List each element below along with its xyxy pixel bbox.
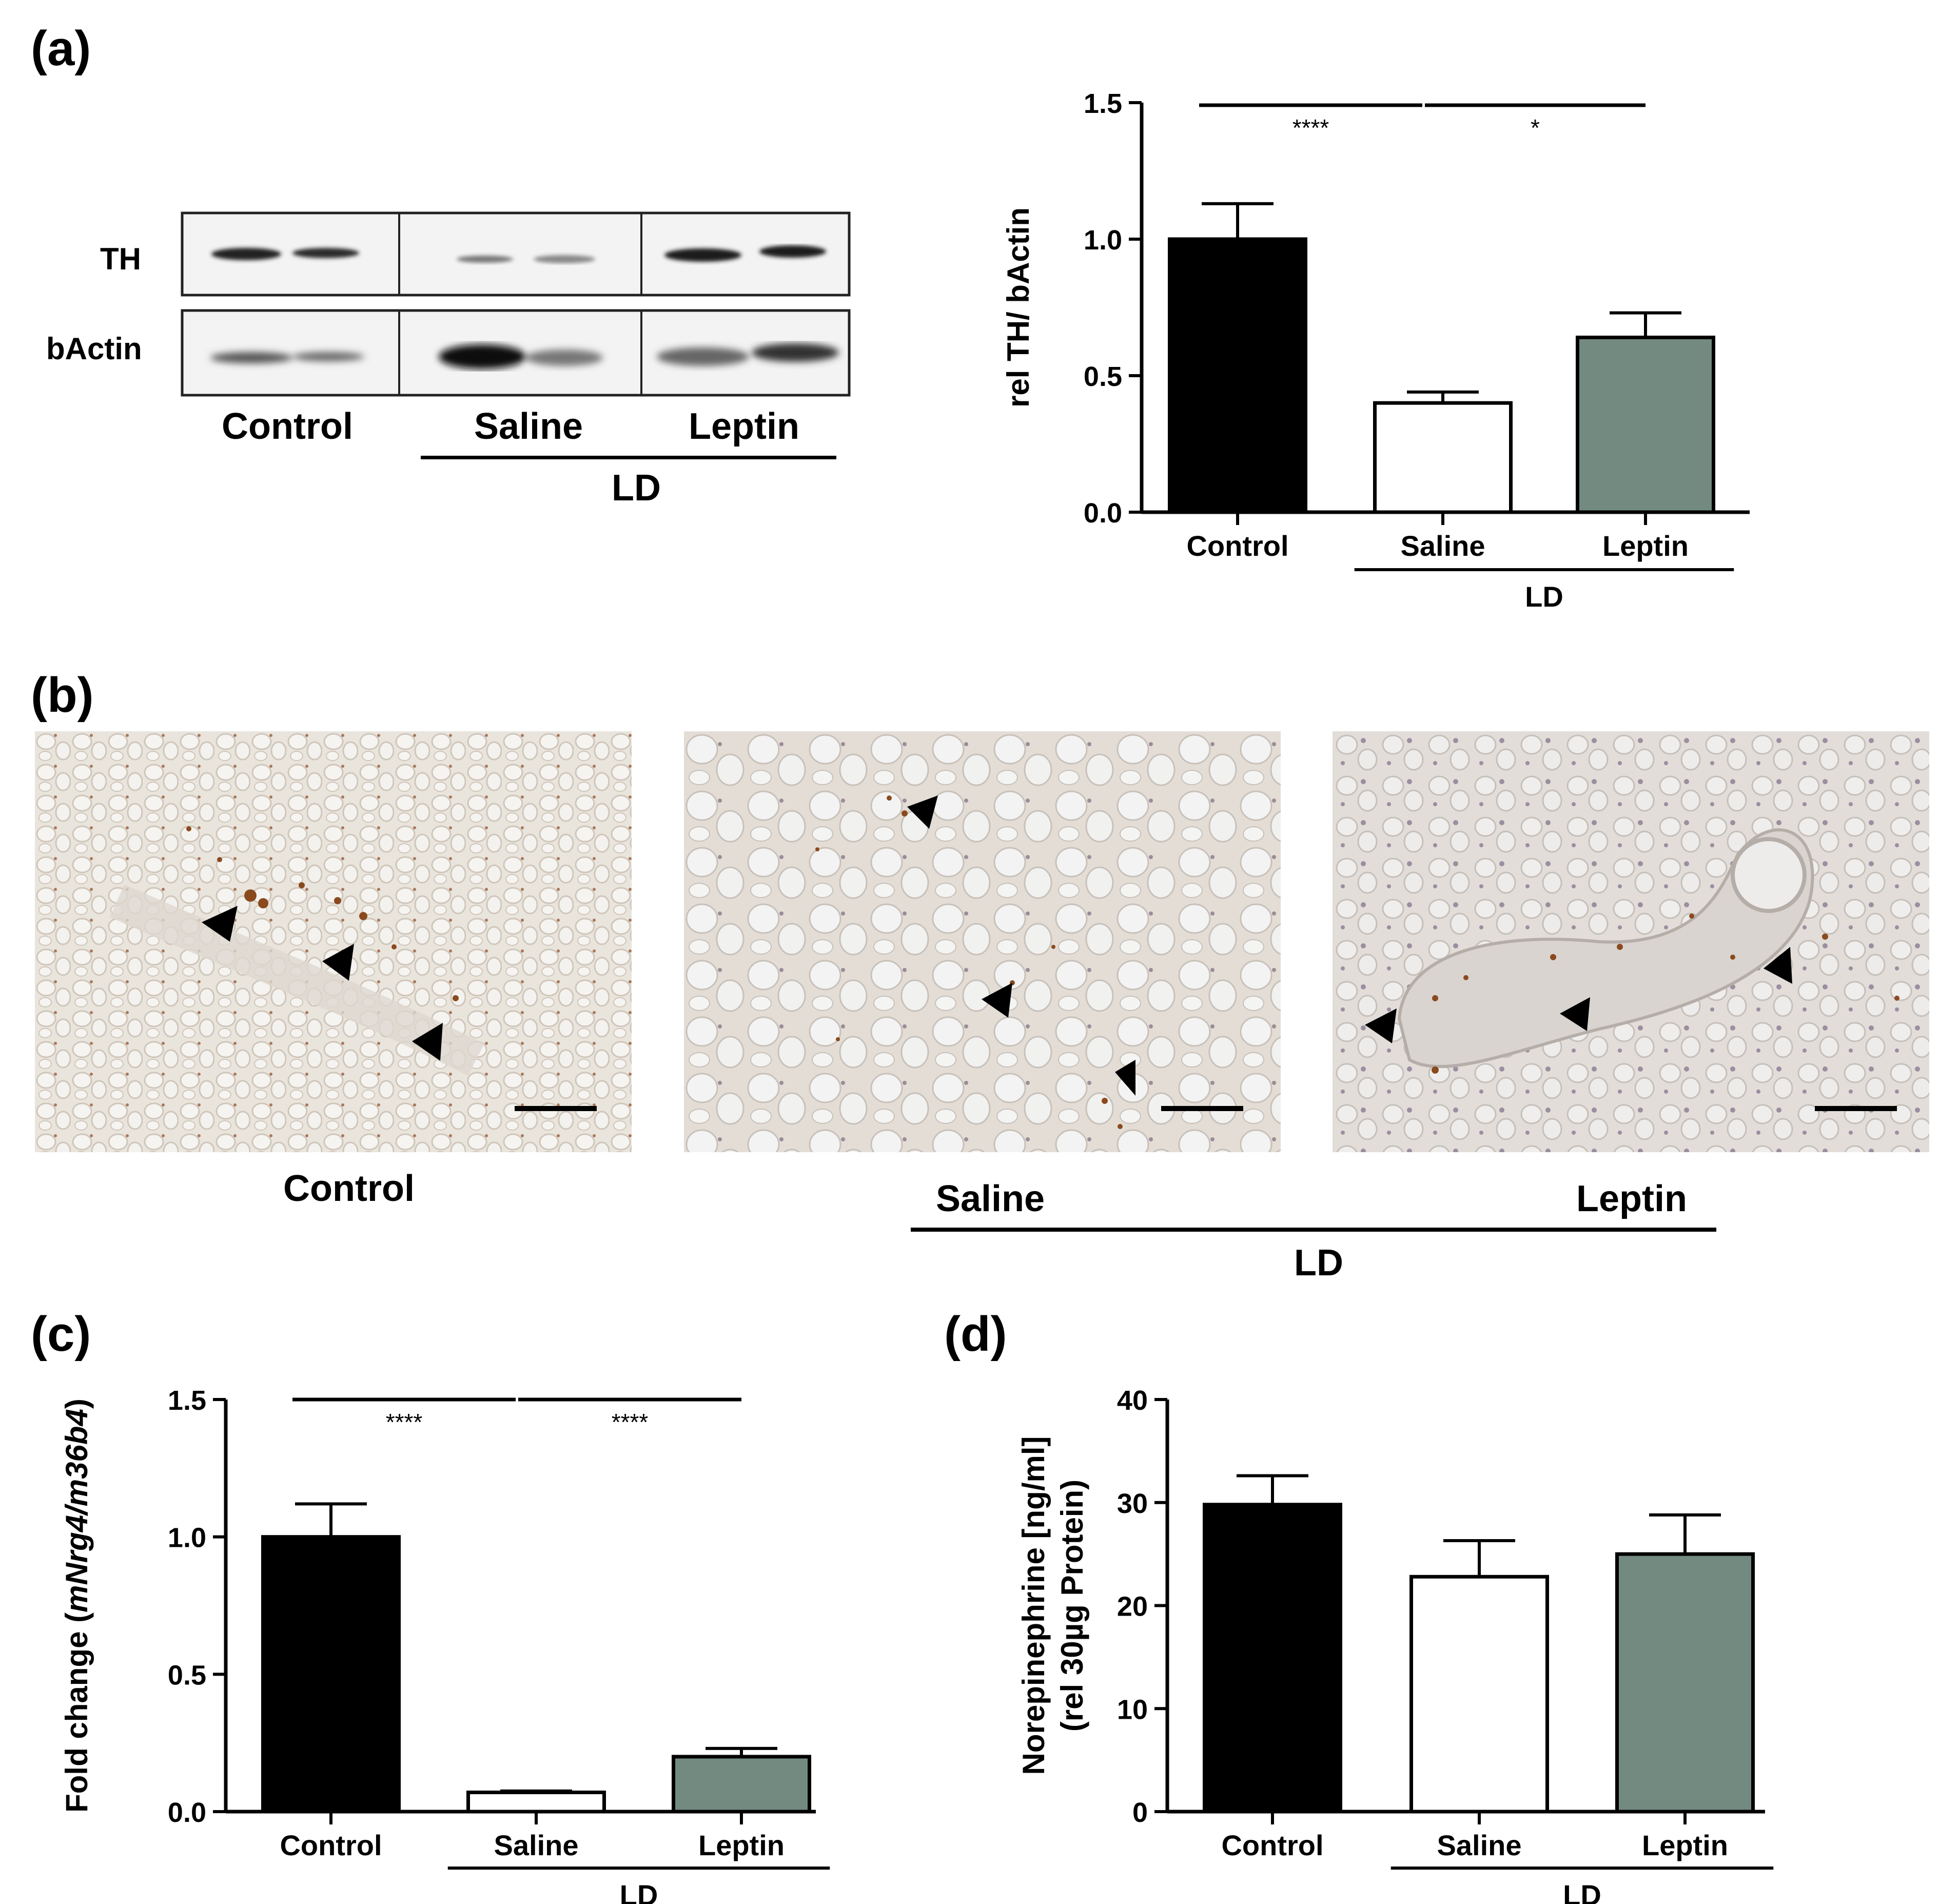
- y-tick-label: 40: [1117, 1385, 1148, 1416]
- chart-c: 0.0 0.5 1.0 1.5 Control Saline Leptin LD **** ***…: [60, 1385, 830, 1904]
- micrograph-label-leptin: Leptin: [1576, 1178, 1687, 1219]
- micrograph-label-saline: Saline: [935, 1178, 1045, 1219]
- bar-control: [1203, 1503, 1342, 1814]
- significance-label: ****: [612, 1409, 649, 1435]
- y-axis-label: rel TH/ bActin: [1001, 207, 1035, 407]
- bactin-bands: [210, 343, 839, 369]
- blot-row-label-th: TH: [100, 242, 141, 276]
- bar-leptin: [1576, 336, 1715, 514]
- micrograph-leptin: [1333, 731, 1929, 1152]
- x-tick-label: Control: [1186, 530, 1288, 562]
- significance-label: ****: [1292, 114, 1329, 141]
- blot-group-label-control: Control: [222, 406, 353, 447]
- panel-label-d: (d): [944, 1307, 1007, 1362]
- y-tick-label: 1.5: [1084, 88, 1122, 119]
- y-axis-label: Fold change (mNrg4/m36b4): [60, 1398, 94, 1813]
- bar-leptin: [1615, 1552, 1755, 1814]
- micrograph-control: [35, 731, 632, 1152]
- y-tick-label: 1.0: [168, 1523, 206, 1553]
- x-tick-label: Saline: [1401, 530, 1485, 562]
- blot-ld-bracket: [421, 456, 836, 459]
- y-tick-label: 0.5: [1084, 361, 1122, 392]
- x-tick-label: Leptin: [1602, 530, 1689, 562]
- micrograph-ld-bracket: [911, 1228, 1716, 1232]
- panel-label-c: (c): [31, 1307, 91, 1362]
- bar-leptin: [672, 1755, 811, 1814]
- micrograph-saline: [684, 731, 1281, 1152]
- blot-ld-label: LD: [612, 468, 661, 509]
- significance-label: *: [1531, 114, 1540, 141]
- y-tick-label: 0.0: [1084, 498, 1122, 529]
- y-tick-label: 0.5: [168, 1660, 206, 1691]
- group-bracket-label: LD: [620, 1879, 658, 1904]
- bar-saline: [1409, 1575, 1549, 1814]
- bar-control: [261, 1535, 401, 1814]
- panel-label-b: (b): [31, 668, 94, 723]
- micrograph-label-control: Control: [283, 1168, 415, 1209]
- y-axis-label-line: (rel 30µg Protein): [1055, 1480, 1089, 1732]
- y-tick-label: 20: [1117, 1591, 1148, 1622]
- chart-d: 0 10 20 30 40 Control Saline Leptin LD Norepineph…: [1016, 1385, 1774, 1904]
- blot-image: [181, 211, 851, 397]
- blot-row-label-bactin: bActin: [46, 332, 142, 366]
- x-tick-label: Control: [1221, 1829, 1323, 1861]
- y-tick-label: 0: [1132, 1797, 1148, 1828]
- y-tick-label: 30: [1117, 1488, 1148, 1519]
- bar-control: [1168, 237, 1307, 514]
- y-axis-label-line: Norepinephrine [ng/ml]: [1016, 1436, 1051, 1775]
- y-tick-label: 1.5: [168, 1385, 206, 1416]
- x-tick-label: Leptin: [1642, 1829, 1728, 1861]
- y-tick-label: 1.0: [1084, 225, 1122, 256]
- micrograph-ld-label: LD: [1294, 1242, 1343, 1284]
- blot-group-label-saline: Saline: [474, 406, 583, 447]
- y-tick-label: 0.0: [168, 1797, 206, 1828]
- x-tick-label: Saline: [1437, 1829, 1522, 1861]
- bar-saline: [466, 1791, 606, 1814]
- x-tick-label: Control: [280, 1829, 382, 1861]
- x-tick-label: Saline: [494, 1829, 579, 1861]
- x-tick-label: Leptin: [698, 1829, 785, 1861]
- panel-label-a: (a): [31, 21, 91, 76]
- blot-group-label-leptin: Leptin: [689, 406, 799, 447]
- bar-saline: [1373, 401, 1513, 514]
- group-bracket-label: LD: [1563, 1879, 1601, 1904]
- th-bands: [211, 245, 826, 263]
- significance-label: ****: [386, 1409, 423, 1435]
- group-bracket-label: LD: [1525, 580, 1563, 613]
- y-tick-label: 10: [1117, 1694, 1148, 1725]
